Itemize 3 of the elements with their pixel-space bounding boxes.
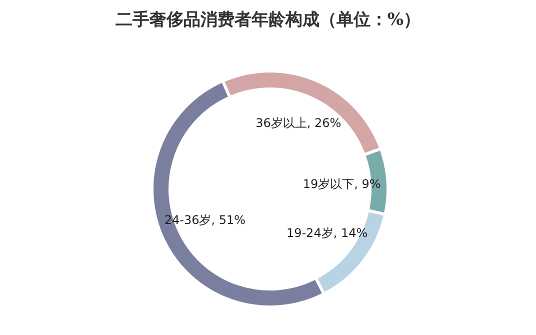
chart-title: 二手奢侈品消费者年龄构成（单位：%）	[114, 9, 422, 31]
slice-label: 36岁以上, 26%	[256, 116, 342, 130]
slice-label: 19-24岁, 14%	[286, 226, 368, 240]
